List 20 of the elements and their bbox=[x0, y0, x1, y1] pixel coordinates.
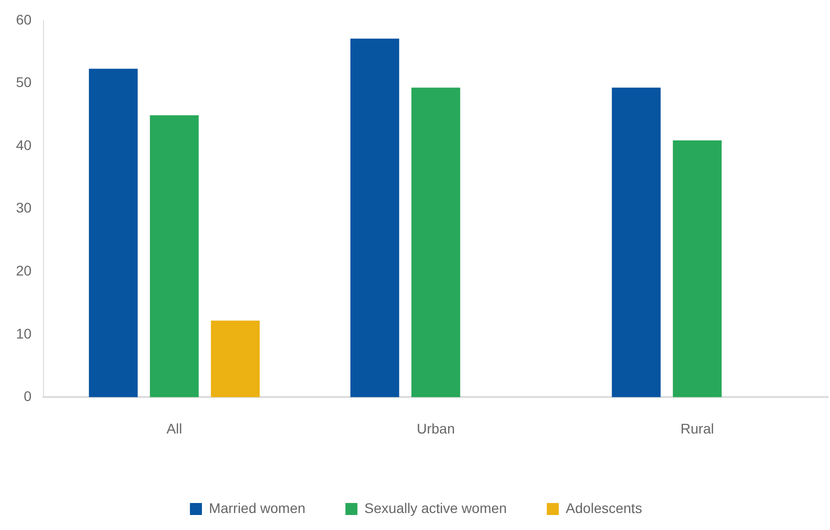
bar bbox=[210, 320, 260, 398]
bar bbox=[612, 88, 661, 398]
x-tick-label: Rural bbox=[680, 420, 714, 436]
bar bbox=[411, 88, 460, 398]
legend-label: Married women bbox=[208, 500, 306, 516]
bar bbox=[350, 38, 400, 398]
y-tick-label: 30 bbox=[16, 200, 32, 216]
y-tick-label: 20 bbox=[16, 262, 32, 278]
legend-label: Sexually active women bbox=[364, 500, 507, 516]
bar bbox=[672, 140, 722, 398]
legend-label: Adolescents bbox=[566, 500, 642, 516]
y-tick-label: 0 bbox=[24, 388, 32, 404]
x-tick-label: Urban bbox=[416, 420, 455, 436]
y-tick-label: 40 bbox=[16, 136, 32, 153]
bar bbox=[88, 68, 138, 398]
y-tick-label: 60 bbox=[16, 11, 32, 28]
y-tick-label: 50 bbox=[16, 74, 32, 90]
bar bbox=[150, 115, 199, 398]
y-tick-label: 10 bbox=[16, 325, 32, 342]
x-tick-label: All bbox=[166, 420, 182, 436]
